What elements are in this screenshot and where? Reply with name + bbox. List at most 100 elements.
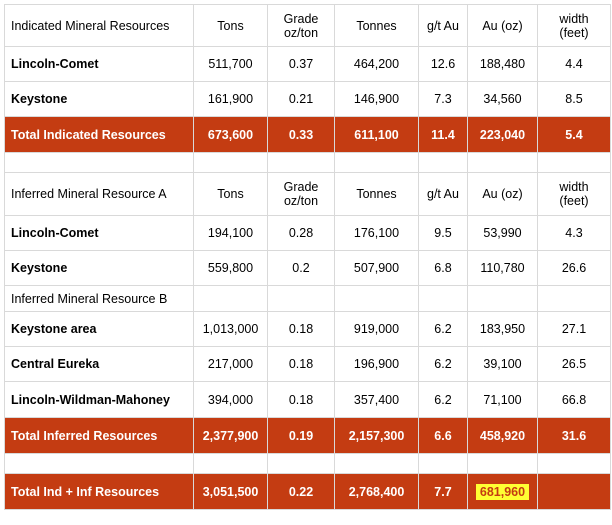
value-cell: 34,560 — [467, 81, 538, 117]
value-cell — [537, 453, 611, 474]
value-cell: 71,100 — [467, 381, 538, 418]
total-row: Total Inferred Resources 2,377,900 0.19 2,1… — [4, 417, 611, 454]
value-cell: 6.2 — [418, 346, 468, 382]
value-cell: Tonnes — [334, 4, 419, 47]
value-cell: 146,900 — [334, 81, 419, 117]
value-cell: 7.3 — [418, 81, 468, 117]
value-cell — [537, 152, 611, 173]
value-cell: 673,600 — [193, 116, 268, 153]
value-cell: 4.4 — [537, 46, 611, 82]
value-cell: 0.22 — [267, 473, 335, 510]
section-header-row: Inferred Mineral Resource B — [4, 285, 611, 312]
total-row: Total Ind + Inf Resources 3,051,500 0.22 2,… — [4, 473, 611, 510]
value-cell: Tons — [193, 4, 268, 47]
value-cell: 11.4 — [418, 116, 468, 153]
value-cell — [467, 453, 538, 474]
value-cell: 357,400 — [334, 381, 419, 418]
mineral-resources-table: Indicated Mineral Resources Tons Grade oz/… — [4, 4, 611, 510]
value-cell: 0.19 — [267, 417, 335, 454]
value-cell: 6.6 — [418, 417, 468, 454]
value-cell — [537, 473, 611, 510]
header-cell: Grade oz/ton — [267, 4, 335, 47]
value-cell: 7.7 — [418, 473, 468, 510]
value-cell: 8.5 — [537, 81, 611, 117]
value-cell: Tonnes — [334, 172, 419, 216]
value-cell: 0.33 — [267, 116, 335, 153]
value-cell: 217,000 — [193, 346, 268, 382]
row-label-cell — [4, 152, 194, 173]
section-header-row: Indicated Mineral Resources Tons Grade oz/… — [4, 4, 611, 47]
value-cell: 188,480 — [467, 46, 538, 82]
value-cell: 511,700 — [193, 46, 268, 82]
value-cell — [537, 285, 611, 312]
row-label-cell: Lincoln-Comet — [4, 215, 194, 251]
row-label-cell: Keystone — [4, 250, 194, 286]
value-cell: 110,780 — [467, 250, 538, 286]
value-cell: 0.37 — [267, 46, 335, 82]
value-cell: 1,013,000 — [193, 311, 268, 347]
row-label-cell — [4, 453, 194, 474]
section-header-row: Inferred Mineral Resource A Tons Grade oz/… — [4, 172, 611, 216]
value-cell: 39,100 — [467, 346, 538, 382]
value-cell: 559,800 — [193, 250, 268, 286]
value-cell: 0.21 — [267, 81, 335, 117]
value-cell: 53,990 — [467, 215, 538, 251]
value-cell: g/t Au — [418, 4, 468, 47]
row-label-cell: Inferred Mineral Resource B — [4, 285, 194, 312]
value-cell: 0.2 — [267, 250, 335, 286]
header-cell: width (feet) — [537, 172, 611, 216]
total-row: Total Indicated Resources 673,600 0.33 611,… — [4, 116, 611, 153]
value-cell: 0.18 — [267, 381, 335, 418]
row-label-cell: Central Eureka — [4, 346, 194, 382]
value-cell: 196,900 — [334, 346, 419, 382]
spacer-row — [4, 453, 611, 474]
value-cell: 611,100 — [334, 116, 419, 153]
value-cell: 394,000 — [193, 381, 268, 418]
value-cell: 9.5 — [418, 215, 468, 251]
value-cell: 2,157,300 — [334, 417, 419, 454]
value-cell — [193, 152, 268, 173]
value-cell — [193, 453, 268, 474]
header-cell: width (feet) — [537, 4, 611, 47]
value-cell: 3,051,500 — [193, 473, 268, 510]
value-cell: 0.18 — [267, 346, 335, 382]
row-label-cell: Indicated Mineral Resources — [4, 4, 194, 47]
value-cell: 161,900 — [193, 81, 268, 117]
value-cell: 0.28 — [267, 215, 335, 251]
table-row: Keystone 161,900 0.21 146,900 7.3 34,560 8.5 — [4, 81, 611, 117]
value-cell: 4.3 — [537, 215, 611, 251]
table-row: Central Eureka 217,000 0.18 196,900 6.2 39,10… — [4, 346, 611, 382]
row-label-cell: Total Indicated Resources — [4, 116, 194, 153]
value-cell: 27.1 — [537, 311, 611, 347]
value-cell: Au (oz) — [467, 172, 538, 216]
value-cell: 223,040 — [467, 116, 538, 153]
value-cell — [193, 285, 268, 312]
value-cell: 681,960 — [467, 473, 538, 510]
value-cell: 6.2 — [418, 311, 468, 347]
row-label-cell: Keystone — [4, 81, 194, 117]
value-cell — [334, 152, 419, 173]
value-cell: 31.6 — [537, 417, 611, 454]
value-cell: 6.8 — [418, 250, 468, 286]
value-cell: 458,920 — [467, 417, 538, 454]
value-cell: 6.2 — [418, 381, 468, 418]
row-label-cell: Inferred Mineral Resource A — [4, 172, 194, 216]
value-cell: Tons — [193, 172, 268, 216]
value-cell — [267, 152, 335, 173]
spacer-row — [4, 152, 611, 173]
value-cell: 0.18 — [267, 311, 335, 347]
value-cell: 2,377,900 — [193, 417, 268, 454]
table-row: Keystone 559,800 0.2 507,900 6.8 110,780 26.6 — [4, 250, 611, 286]
row-label-cell: Total Inferred Resources — [4, 417, 194, 454]
value-cell — [334, 285, 419, 312]
value-cell — [418, 152, 468, 173]
value-cell: 507,900 — [334, 250, 419, 286]
table-row: Keystone area 1,013,000 0.18 919,000 6.2 183,… — [4, 311, 611, 347]
row-label-cell: Lincoln-Wildman-Mahoney — [4, 381, 194, 418]
highlighted-value: 681,960 — [475, 483, 530, 500]
value-cell: 176,100 — [334, 215, 419, 251]
value-cell — [467, 285, 538, 312]
value-cell: 12.6 — [418, 46, 468, 82]
value-cell: 66.8 — [537, 381, 611, 418]
header-cell: Grade oz/ton — [267, 172, 335, 216]
